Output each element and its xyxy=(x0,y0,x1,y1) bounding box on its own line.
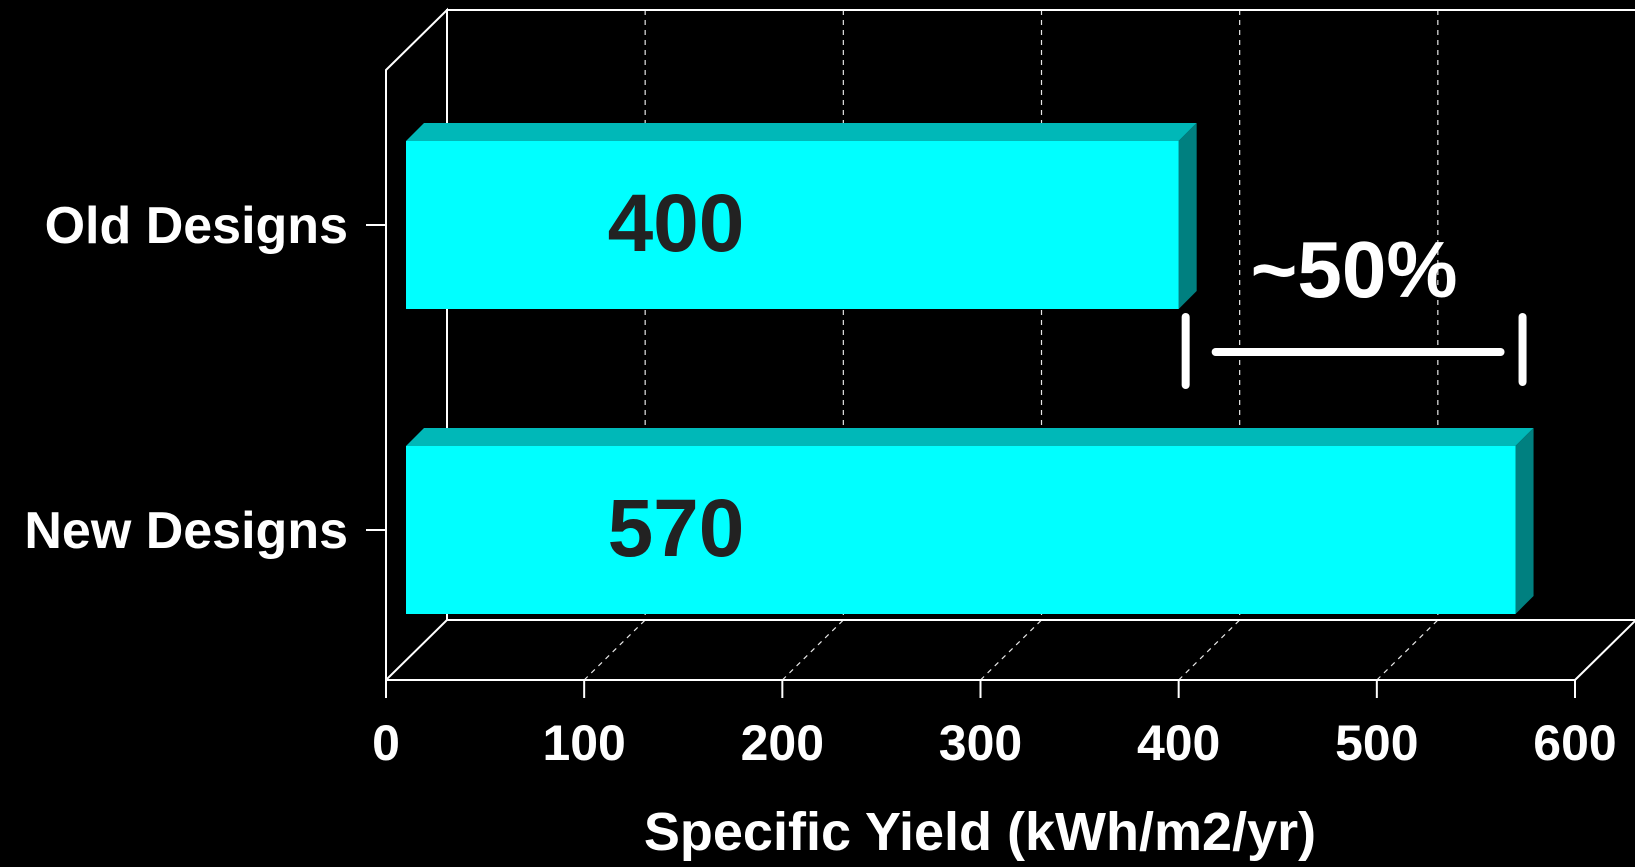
x-tick-label: 300 xyxy=(939,715,1022,771)
bar-side-face xyxy=(1178,123,1197,309)
x-tick-label: 600 xyxy=(1533,715,1616,771)
x-tick-label: 500 xyxy=(1335,715,1418,771)
x-tick-label: 200 xyxy=(741,715,824,771)
bar-top-face xyxy=(406,123,1197,141)
gridline-floor-300 xyxy=(980,619,1042,681)
x-axis-title: Specific Yield (kWh/m2/yr) xyxy=(644,802,1316,862)
x-tick-label: 0 xyxy=(372,715,400,771)
bar-side-face xyxy=(1515,428,1534,614)
bar-data-label: 400 xyxy=(608,178,745,269)
annotation-label: ~50% xyxy=(1251,225,1458,314)
bar-top-face xyxy=(406,428,1534,446)
bar-data-label: 570 xyxy=(608,483,745,574)
bar-new-designs xyxy=(406,446,1516,614)
bar-old-designs xyxy=(406,141,1179,309)
x-tick-label: 400 xyxy=(1137,715,1220,771)
x-tick-label: 100 xyxy=(542,715,625,771)
gridline-floor-200 xyxy=(781,619,844,681)
y-category-label: New Designs xyxy=(24,502,348,560)
gridline-floor-500 xyxy=(1376,619,1439,681)
left-wall xyxy=(385,7,448,683)
gridline-floor-400 xyxy=(1178,619,1241,681)
gridline-floor-100 xyxy=(583,619,646,681)
y-category-label: Old Designs xyxy=(45,197,348,255)
floor-right-edge xyxy=(1574,619,1635,681)
